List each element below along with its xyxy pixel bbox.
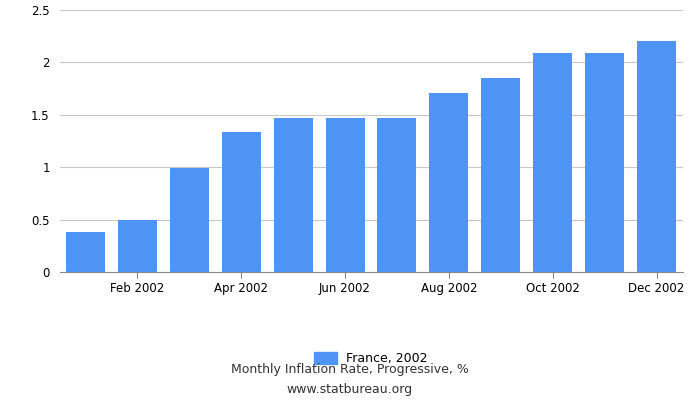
Bar <box>170 168 209 272</box>
Bar <box>274 118 313 272</box>
Bar <box>585 53 624 272</box>
Bar <box>66 232 105 272</box>
Bar <box>533 53 572 272</box>
Legend: France, 2002: France, 2002 <box>314 352 428 365</box>
Bar <box>429 93 468 272</box>
Bar <box>326 118 365 272</box>
Text: www.statbureau.org: www.statbureau.org <box>287 384 413 396</box>
Bar <box>118 220 157 272</box>
Bar <box>482 78 520 272</box>
Bar <box>222 132 260 272</box>
Bar <box>637 42 676 272</box>
Bar <box>377 118 416 272</box>
Text: Monthly Inflation Rate, Progressive, %: Monthly Inflation Rate, Progressive, % <box>231 364 469 376</box>
